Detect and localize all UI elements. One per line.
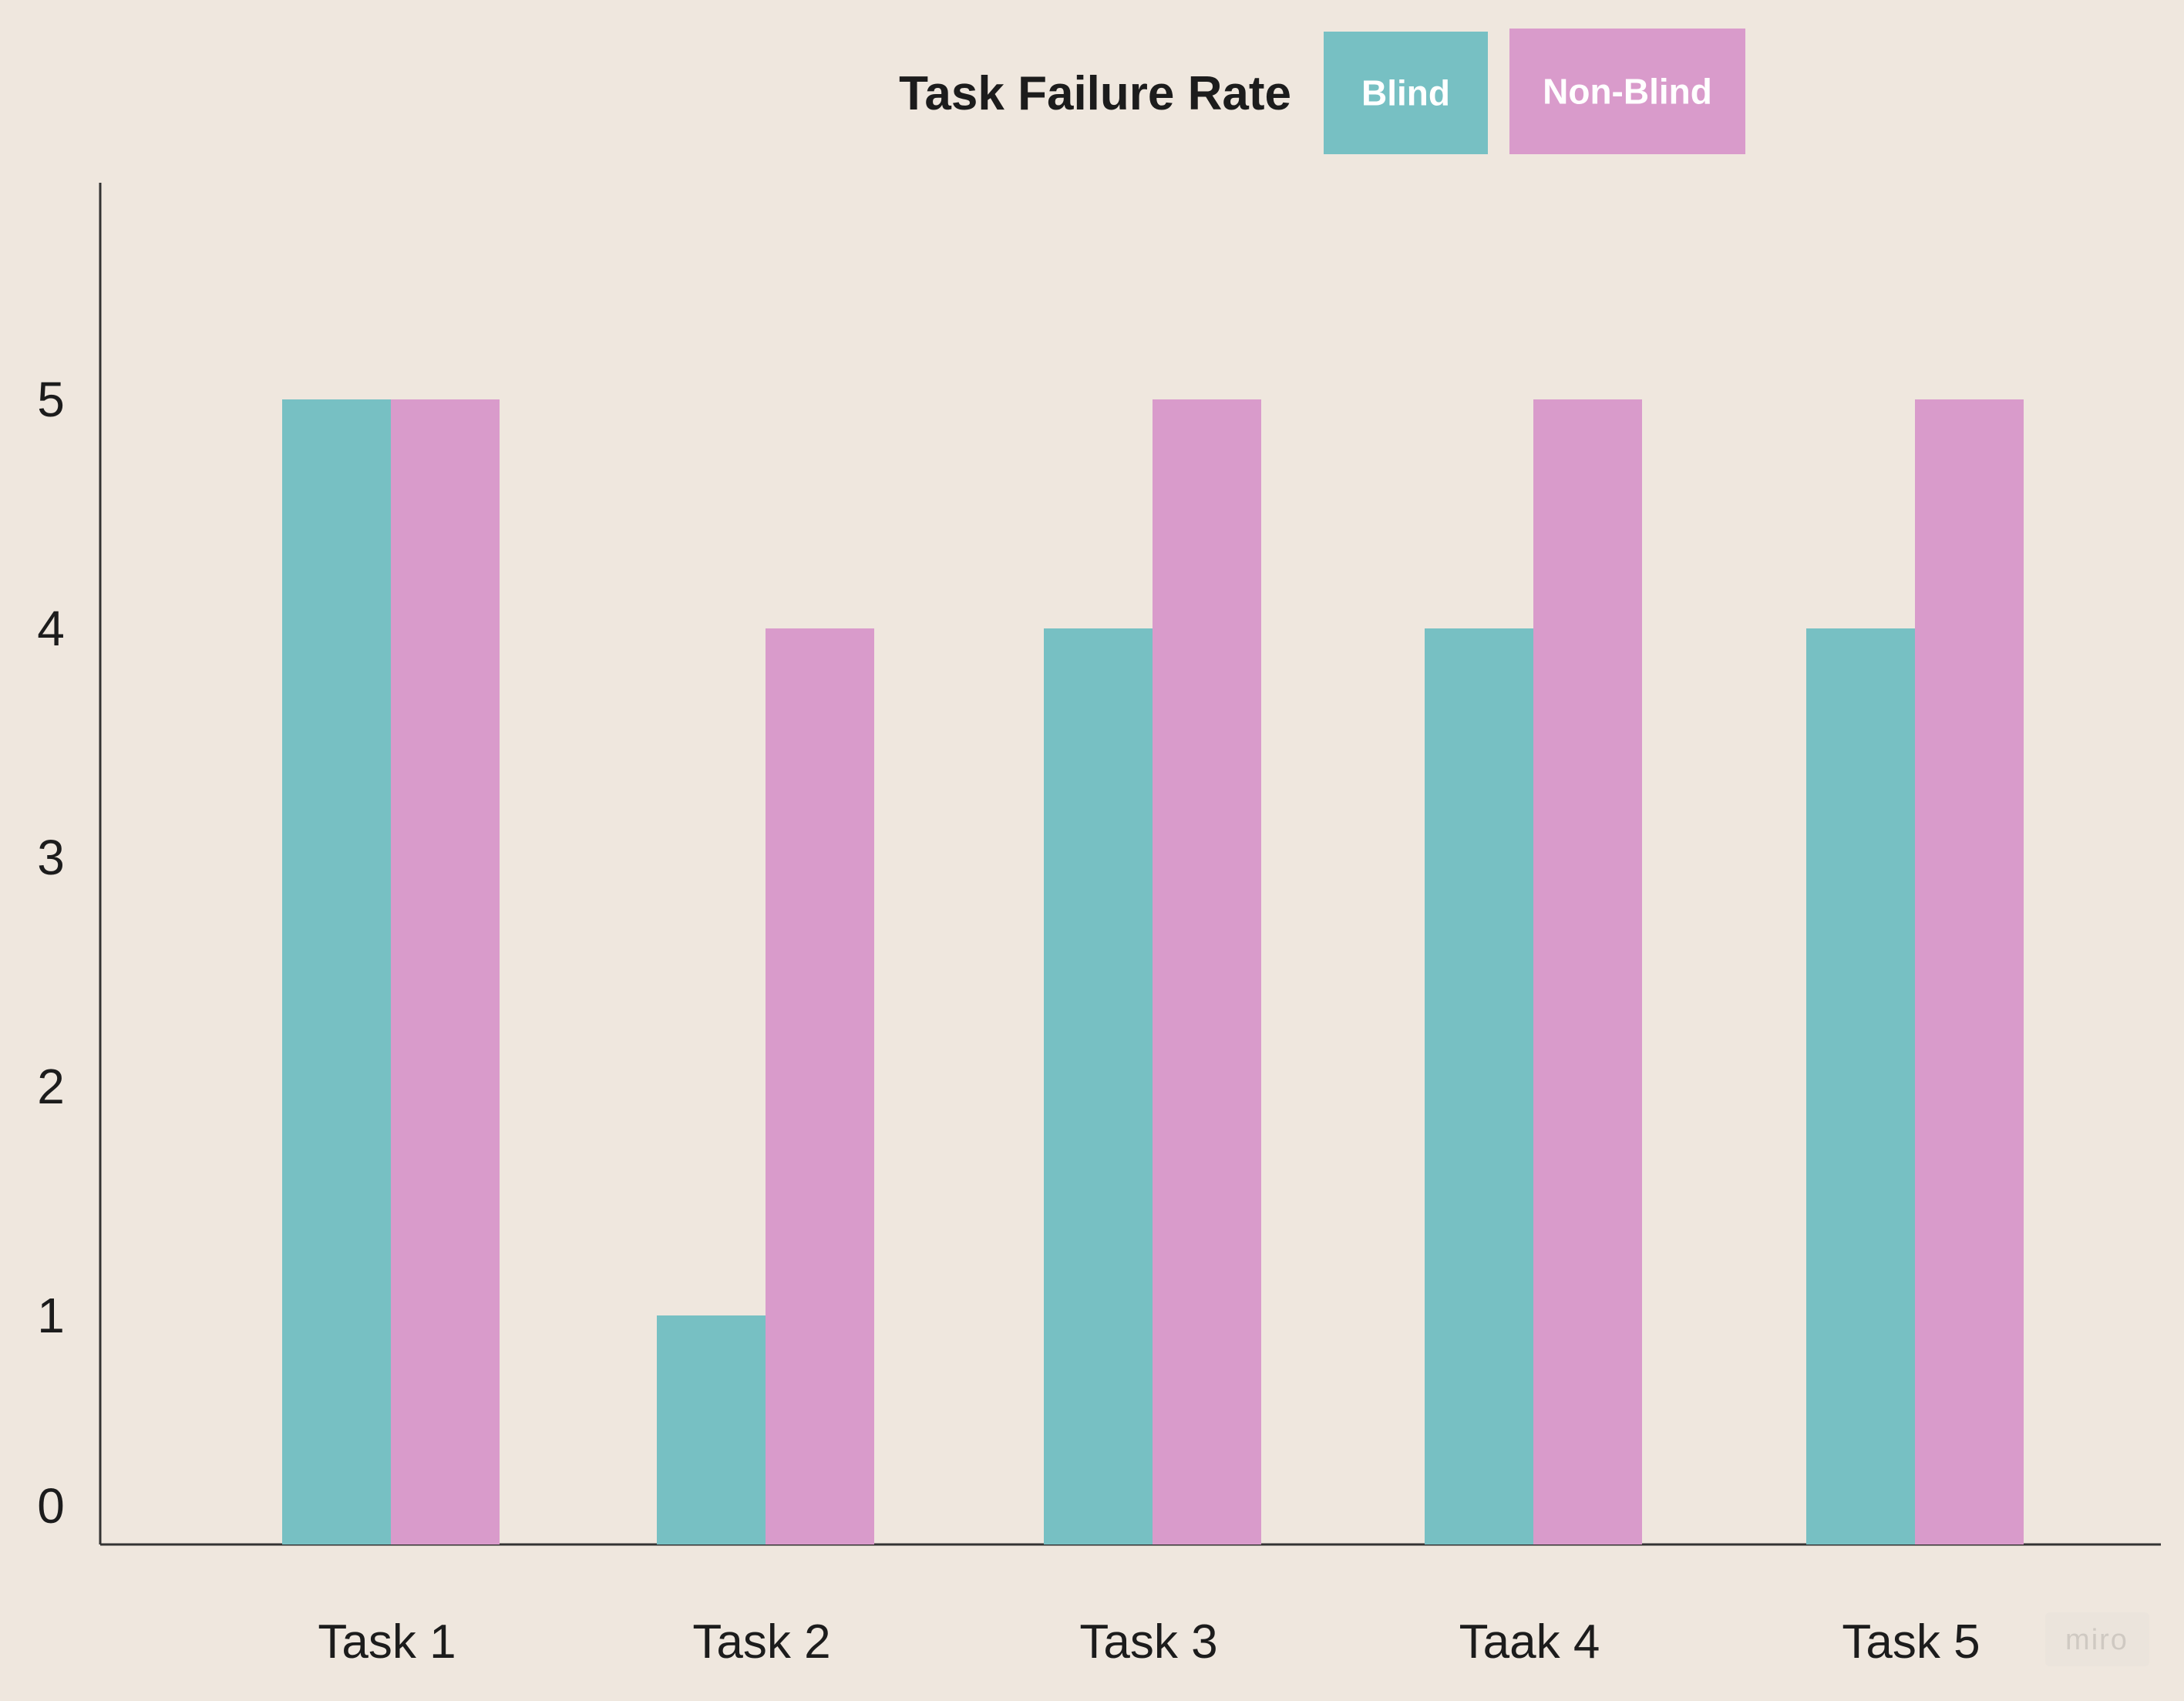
bar-non-blind-4	[1533, 399, 1642, 1544]
legend-swatch-blind	[1324, 32, 1488, 154]
legend-swatch-non-blind	[1509, 29, 1745, 154]
x-tick-label-2: Task 2	[692, 1615, 830, 1669]
x-tick-label-5: Task 5	[1842, 1615, 1980, 1669]
y-tick-label-0: 0	[37, 1478, 65, 1534]
chart-title: Task Failure Rate	[899, 67, 1291, 120]
legend-label-blind: Blind	[1361, 73, 1450, 113]
x-tick-label-1: Task 1	[318, 1615, 456, 1669]
watermark-text: miro	[2065, 1624, 2128, 1656]
y-tick-label-3: 3	[37, 830, 65, 885]
x-axis-labels: Task 1 Task 2 Task 3 Taak 4 Task 5	[318, 1615, 1980, 1669]
y-tick-label-2: 2	[37, 1059, 65, 1114]
bar-non-blind-2	[766, 628, 874, 1544]
watermark-badge	[2045, 1612, 2149, 1666]
bar-blind-5	[1806, 628, 1915, 1544]
bar-blind-1	[282, 399, 391, 1544]
bar-non-blind-3	[1153, 399, 1261, 1544]
y-tick-label-1: 1	[37, 1288, 65, 1343]
legend-label-non-blind: Non-Blind	[1543, 72, 1712, 112]
x-tick-label-4: Taak 4	[1459, 1615, 1600, 1669]
bar-non-blind-1	[391, 399, 500, 1544]
bar-non-blind-5	[1915, 399, 2024, 1544]
chart-bars	[282, 399, 2024, 1544]
x-tick-label-3: Task 3	[1079, 1615, 1217, 1669]
bar-blind-4	[1425, 628, 1533, 1544]
chart-axes: 0 1 2 3 4 5	[37, 183, 2161, 1546]
y-tick-label-4: 4	[37, 601, 65, 656]
chart-header: Task Failure Rate Blind Non-Blind	[899, 29, 1745, 154]
miro-watermark: miro	[2045, 1612, 2149, 1666]
y-tick-label-5: 5	[37, 372, 65, 427]
bar-blind-2	[657, 1315, 766, 1544]
bar-blind-3	[1044, 628, 1153, 1544]
